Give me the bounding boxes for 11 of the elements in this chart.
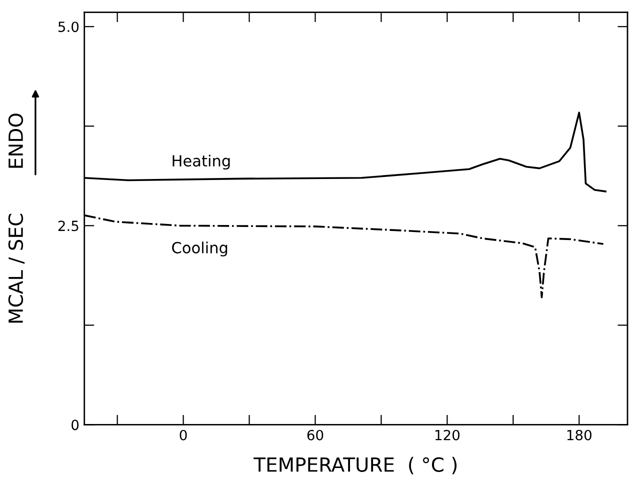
x-axis-title: TEMPERATURE ( °C ) bbox=[254, 456, 457, 474]
y-tick-label: 0 bbox=[72, 420, 79, 430]
y-tick-label: 2.5 bbox=[58, 220, 78, 232]
series-label: Cooling bbox=[172, 242, 228, 256]
x-tick-label: 180 bbox=[567, 430, 592, 440]
y-tick-label: 5.0 bbox=[58, 22, 79, 32]
y-axis-title: MCAL / SEC ENDO bbox=[8, 114, 25, 323]
x-tick-label: 60 bbox=[307, 430, 324, 440]
x-tick-label: 0 bbox=[180, 430, 187, 440]
series-label: Heating bbox=[172, 154, 230, 170]
x-tick-label: 120 bbox=[435, 430, 460, 440]
